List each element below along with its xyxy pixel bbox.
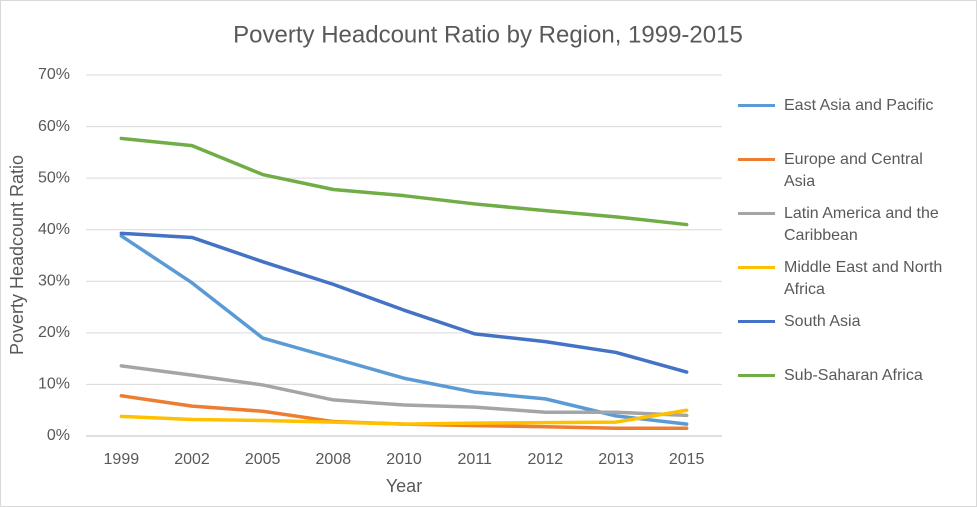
legend-entry: East Asia and Pacific <box>738 95 973 145</box>
y-tick-label: 30% <box>38 273 70 290</box>
series-line <box>119 234 689 426</box>
legend-label: Latin America and the Caribbean <box>784 205 939 244</box>
y-tick-label: 10% <box>38 376 70 393</box>
y-tick-label: 60% <box>38 118 70 135</box>
legend-entry: South Asia <box>738 311 973 361</box>
series-line <box>119 136 689 227</box>
y-axis-title: Poverty Headcount Ratio <box>7 155 27 355</box>
legend-swatch <box>738 374 775 377</box>
legend-label: South Asia <box>784 313 861 330</box>
x-axis-title: Year <box>386 476 422 496</box>
legend-swatch <box>738 158 775 161</box>
x-tick-label: 2005 <box>245 451 281 468</box>
x-tick-label: 2013 <box>598 451 634 468</box>
y-tick-label: 20% <box>38 324 70 341</box>
legend-entry: Europe and Central Asia <box>738 149 973 199</box>
legend-label: East Asia and Pacific <box>784 97 934 114</box>
legend-label: Europe and Central Asia <box>784 151 923 190</box>
x-tick-label: 2002 <box>174 451 210 468</box>
chart-title: Poverty Headcount Ratio by Region, 1999-… <box>233 21 743 48</box>
x-tick-label: 1999 <box>104 451 140 468</box>
y-tick-label: 40% <box>38 221 70 238</box>
series-line <box>119 231 689 374</box>
x-tick-label: 2008 <box>316 451 352 468</box>
y-tick-label: 0% <box>47 427 70 444</box>
x-tick-label: 2011 <box>457 451 492 468</box>
legend-entry: Latin America and the Caribbean <box>738 203 973 253</box>
legend-swatch <box>738 320 775 323</box>
x-tick-label: 2010 <box>386 451 422 468</box>
y-tick-label: 70% <box>38 66 70 83</box>
legend-label: Middle East and North Africa <box>784 259 943 298</box>
legend-label: Sub-Saharan Africa <box>784 367 923 384</box>
series-line <box>119 364 689 418</box>
y-tick-label: 50% <box>38 169 70 186</box>
legend-swatch <box>738 266 775 269</box>
series-line <box>119 408 689 426</box>
x-tick-label: 2012 <box>528 451 564 468</box>
legend-entry: Sub-Saharan Africa <box>738 365 973 415</box>
legend-entry: Middle East and North Africa <box>738 257 973 307</box>
legend-swatch <box>738 104 775 107</box>
legend-swatch <box>738 212 775 215</box>
x-tick-label: 2015 <box>669 451 705 468</box>
